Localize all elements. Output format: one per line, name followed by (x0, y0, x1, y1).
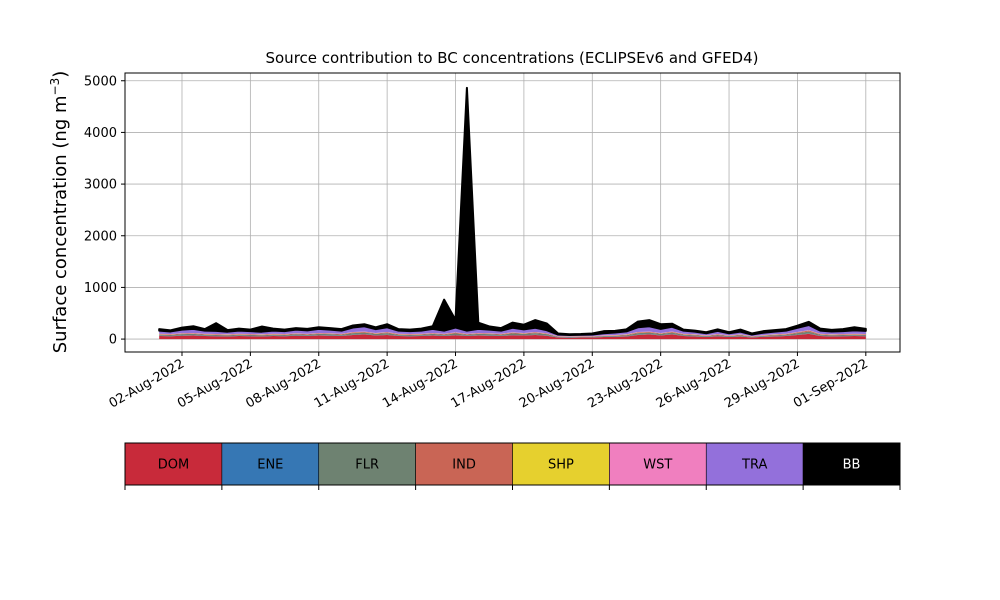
chart-title: Source contribution to BC concentrations… (265, 49, 758, 67)
legend-label: IND (452, 458, 476, 473)
legend-swatch-shp (512, 442, 610, 486)
y-axis-label-close: ) (50, 71, 71, 78)
legend-colorbar: DOM ENE FLR IND SHP WST TRA BB (124, 442, 901, 490)
area-ene (159, 333, 866, 338)
x-tick-label: 02-Aug-2022 (107, 356, 187, 411)
legend-label: BB (843, 458, 861, 473)
y-tick-label: 0 (109, 333, 117, 348)
y-tick-label: 4000 (84, 126, 117, 141)
x-tick-label: 08-Aug-2022 (243, 356, 323, 411)
x-tick-label: 29-Aug-2022 (722, 356, 802, 411)
x-tick-label: 17-Aug-2022 (449, 356, 529, 411)
y-axis-label: Surface concentration (ng m−3) (48, 71, 71, 354)
x-tick-label: 05-Aug-2022 (175, 356, 255, 411)
plot-frame (124, 72, 901, 353)
grid (125, 73, 900, 352)
legend-label: SHP (548, 458, 574, 473)
area-dom (159, 333, 866, 340)
y-axis-label-main: Surface concentration (ng m (50, 95, 71, 353)
y-axis-label-superscript: −3 (48, 78, 62, 96)
area-bb (158, 86, 867, 337)
legend-label: WST (643, 458, 672, 473)
x-axis: 02-Aug-202205-Aug-202208-Aug-202211-Aug-… (107, 352, 871, 412)
legend-swatch-tra (705, 442, 804, 486)
y-tick-label: 5000 (84, 74, 117, 89)
legend-swatch-flr (318, 442, 416, 486)
x-tick-label: 01-Sep-2022 (791, 356, 871, 411)
legend-label: TRA (741, 458, 767, 473)
legend-swatch-wst (609, 442, 707, 486)
area-tra (159, 324, 866, 337)
legend-label: ENE (257, 458, 283, 473)
x-tick-label: 14-Aug-2022 (380, 356, 460, 411)
y-tick-label: 2000 (84, 229, 117, 244)
legend-label: FLR (355, 458, 379, 473)
y-tick-label: 1000 (84, 281, 117, 296)
y-axis: 0 1000 2000 3000 4000 5000 (84, 74, 125, 348)
x-tick-label: 20-Aug-2022 (517, 356, 597, 411)
x-tick-label: 23-Aug-2022 (585, 356, 665, 411)
legend-label: DOM (158, 458, 189, 473)
area-flr (159, 331, 866, 338)
y-tick-label: 3000 (84, 178, 117, 193)
x-tick-label: 26-Aug-2022 (654, 356, 734, 411)
stacked-areas (158, 86, 867, 340)
x-tick-label: 11-Aug-2022 (312, 356, 392, 411)
legend-swatch-dom (124, 442, 223, 486)
legend-swatch-ind (415, 442, 513, 486)
